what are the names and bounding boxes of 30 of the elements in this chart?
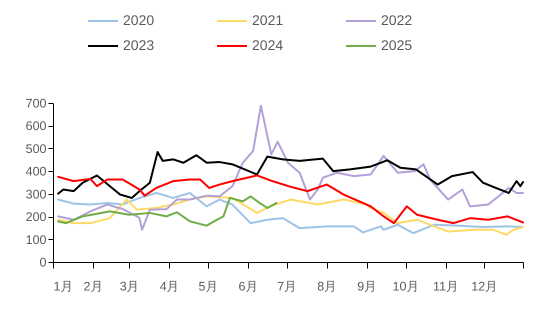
y-tick-label: 700 xyxy=(26,96,47,110)
x-tick-label: 12月 xyxy=(471,280,498,294)
x-tick-label: 7月 xyxy=(277,280,298,294)
legend-label: 2021 xyxy=(252,12,284,28)
y-tick-label: 200 xyxy=(26,210,47,224)
x-tick-label: 3月 xyxy=(120,280,140,294)
y-tick-label: 600 xyxy=(26,119,47,134)
legend-label: 2020 xyxy=(123,12,154,28)
x-tick-label: 5月 xyxy=(198,280,218,294)
y-tick-label: 300 xyxy=(26,187,47,202)
line-series xyxy=(57,174,524,224)
legend-label: 2024 xyxy=(252,37,284,53)
legend-label: 2023 xyxy=(123,37,154,53)
y-tick-label: 100 xyxy=(26,232,47,247)
y-tick-label: 400 xyxy=(26,164,47,179)
y-tick-label: 500 xyxy=(26,142,47,156)
legend-label: 2025 xyxy=(381,37,412,53)
line-series xyxy=(57,151,524,199)
line-series xyxy=(57,104,524,231)
line-series xyxy=(57,195,278,227)
x-tick-label: 11月 xyxy=(433,280,460,294)
x-tick-label: 10月 xyxy=(392,280,420,294)
y-tick-label: 0 xyxy=(40,256,47,270)
x-tick-label: 1月 xyxy=(54,280,74,294)
x-tick-label: 6月 xyxy=(238,280,258,294)
x-tick-label: 4月 xyxy=(160,280,180,294)
legend-label: 2022 xyxy=(381,12,412,28)
x-tick-label: 2月 xyxy=(84,280,104,294)
x-tick-label: 8月 xyxy=(317,280,338,294)
x-tick-label: 9月 xyxy=(357,280,378,294)
